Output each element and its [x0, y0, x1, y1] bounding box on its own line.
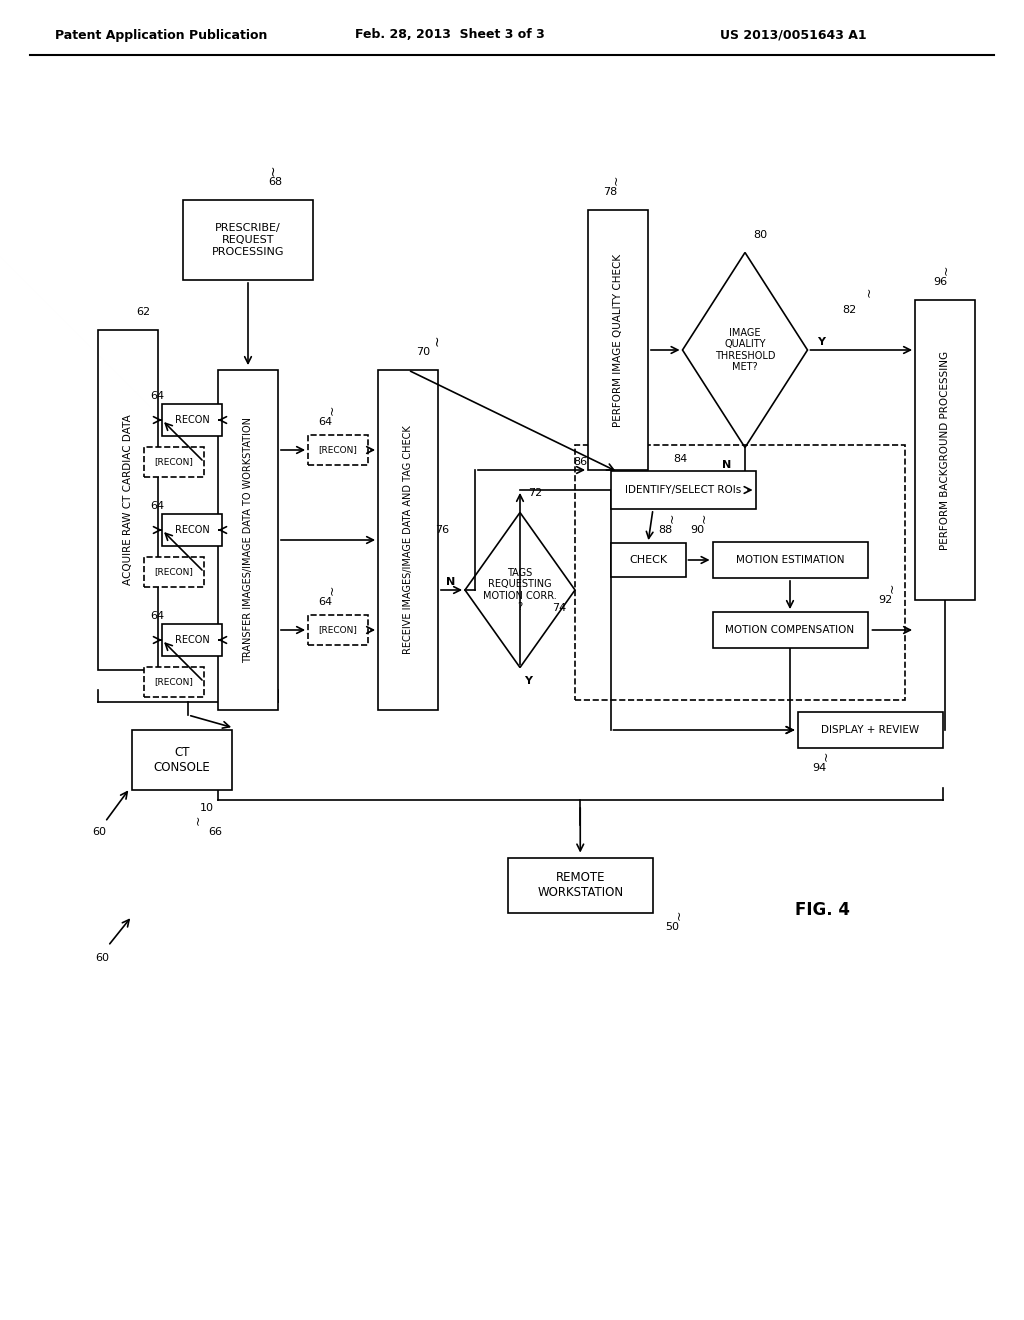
FancyBboxPatch shape	[713, 612, 867, 648]
Text: ACQUIRE RAW CT CARDIAC DATA: ACQUIRE RAW CT CARDIAC DATA	[123, 414, 133, 585]
Text: FIG. 4: FIG. 4	[795, 902, 850, 919]
Text: IDENTIFY/SELECT ROIs: IDENTIFY/SELECT ROIs	[625, 484, 741, 495]
Text: PRESCRIBE/
REQUEST
PROCESSING: PRESCRIBE/ REQUEST PROCESSING	[212, 223, 285, 256]
Text: 66: 66	[208, 828, 222, 837]
FancyBboxPatch shape	[508, 858, 652, 912]
Text: CT
CONSOLE: CT CONSOLE	[154, 746, 210, 774]
Text: Feb. 28, 2013  Sheet 3 of 3: Feb. 28, 2013 Sheet 3 of 3	[355, 29, 545, 41]
FancyBboxPatch shape	[218, 370, 278, 710]
Text: REMOTE
WORKSTATION: REMOTE WORKSTATION	[538, 871, 624, 899]
FancyBboxPatch shape	[308, 615, 368, 645]
Text: 64: 64	[318, 417, 332, 426]
FancyBboxPatch shape	[144, 557, 204, 587]
FancyBboxPatch shape	[183, 201, 313, 280]
Text: 74: 74	[552, 603, 566, 612]
Text: 60: 60	[92, 828, 106, 837]
Text: PERFORM BACKGROUND PROCESSING: PERFORM BACKGROUND PROCESSING	[940, 350, 950, 549]
FancyBboxPatch shape	[610, 471, 756, 510]
Text: 82: 82	[843, 305, 857, 315]
Text: ~: ~	[666, 512, 679, 523]
Text: MOTION ESTIMATION: MOTION ESTIMATION	[736, 554, 844, 565]
Text: ~: ~	[326, 405, 339, 416]
Text: Patent Application Publication: Patent Application Publication	[55, 29, 267, 41]
FancyBboxPatch shape	[915, 300, 975, 601]
Text: 96: 96	[933, 277, 947, 286]
Text: ~: ~	[610, 174, 623, 185]
Text: TRANSFER IMAGES/IMAGE DATA TO WORKSTATION: TRANSFER IMAGES/IMAGE DATA TO WORKSTATIO…	[243, 417, 253, 663]
Text: Y: Y	[817, 337, 825, 347]
Text: MOTION COMPENSATION: MOTION COMPENSATION	[725, 624, 855, 635]
FancyBboxPatch shape	[144, 447, 204, 477]
FancyBboxPatch shape	[144, 667, 204, 697]
Text: RECON: RECON	[175, 635, 209, 645]
Text: 64: 64	[150, 611, 164, 620]
Text: 88: 88	[658, 525, 672, 535]
FancyBboxPatch shape	[98, 330, 158, 671]
Text: [RECON]: [RECON]	[155, 568, 194, 577]
Text: ~: ~	[430, 334, 444, 346]
Text: ~: ~	[820, 751, 833, 762]
Text: ~: ~	[673, 909, 686, 920]
Text: 60: 60	[95, 953, 109, 964]
Text: 62: 62	[136, 308, 151, 317]
Text: ~: ~	[940, 265, 953, 276]
FancyBboxPatch shape	[162, 624, 222, 656]
Text: RECEIVE IMAGES/IMAGE DATA AND TAG CHECK: RECEIVE IMAGES/IMAGE DATA AND TAG CHECK	[403, 425, 413, 655]
Text: [RECON]: [RECON]	[318, 626, 357, 635]
Text: 64: 64	[150, 391, 164, 401]
Text: [RECON]: [RECON]	[155, 458, 194, 466]
Text: N: N	[722, 461, 731, 470]
Text: 50: 50	[665, 921, 679, 932]
Text: ~: ~	[266, 164, 280, 176]
Text: ~: ~	[698, 512, 711, 523]
Text: IMAGE
QUALITY
THRESHOLD
MET?: IMAGE QUALITY THRESHOLD MET?	[715, 327, 775, 372]
Text: 78: 78	[603, 187, 617, 197]
Text: Y: Y	[524, 676, 532, 686]
Text: 68: 68	[268, 177, 283, 187]
FancyBboxPatch shape	[308, 436, 368, 465]
FancyBboxPatch shape	[378, 370, 438, 710]
Text: [RECON]: [RECON]	[155, 677, 194, 686]
Text: 64: 64	[318, 597, 332, 607]
Text: PERFORM IMAGE QUALITY CHECK: PERFORM IMAGE QUALITY CHECK	[613, 253, 623, 426]
Text: ~: ~	[862, 286, 876, 297]
FancyBboxPatch shape	[610, 543, 685, 577]
Text: 86: 86	[573, 457, 587, 467]
Text: ~: ~	[886, 582, 899, 593]
FancyBboxPatch shape	[798, 711, 942, 748]
Text: 10: 10	[200, 803, 214, 813]
FancyBboxPatch shape	[588, 210, 648, 470]
Text: RECON: RECON	[175, 525, 209, 535]
Text: 80: 80	[753, 230, 767, 239]
Text: 84: 84	[673, 454, 687, 465]
Text: 76: 76	[435, 525, 450, 535]
Text: N: N	[446, 577, 456, 587]
Text: ~: ~	[326, 585, 339, 595]
Text: RECON: RECON	[175, 414, 209, 425]
FancyBboxPatch shape	[162, 513, 222, 546]
Text: TAGS
REQUESTING
MOTION CORR.
?: TAGS REQUESTING MOTION CORR. ?	[483, 568, 557, 612]
Text: 94: 94	[812, 763, 826, 774]
FancyBboxPatch shape	[162, 404, 222, 436]
Text: 72: 72	[528, 487, 543, 498]
Text: CHECK: CHECK	[629, 554, 667, 565]
FancyBboxPatch shape	[713, 543, 867, 578]
FancyBboxPatch shape	[132, 730, 232, 789]
Text: 90: 90	[690, 525, 705, 535]
Text: 64: 64	[150, 502, 164, 511]
Text: 70: 70	[416, 347, 430, 356]
Text: US 2013/0051643 A1: US 2013/0051643 A1	[720, 29, 866, 41]
Text: [RECON]: [RECON]	[318, 446, 357, 454]
Text: 92: 92	[878, 595, 892, 605]
Text: ~: ~	[193, 814, 205, 825]
Text: DISPLAY + REVIEW: DISPLAY + REVIEW	[821, 725, 920, 735]
